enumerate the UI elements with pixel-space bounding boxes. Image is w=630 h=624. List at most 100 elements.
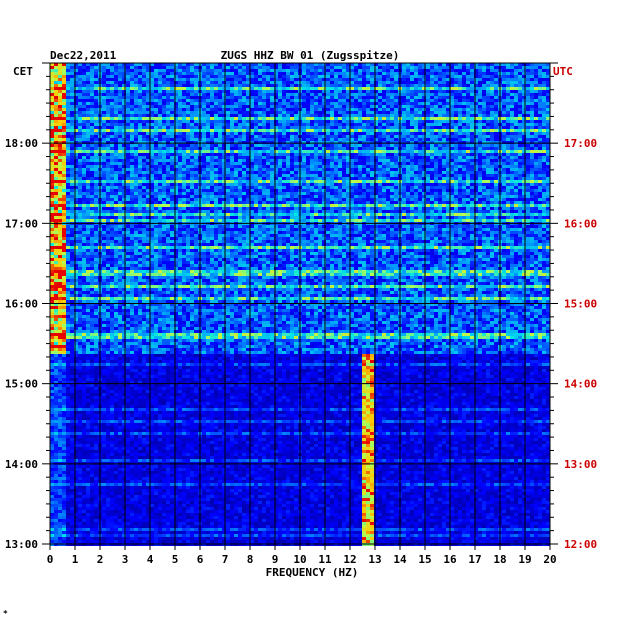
heatmap-cell bbox=[250, 117, 254, 120]
heatmap-cell bbox=[110, 174, 114, 177]
heatmap-cell bbox=[478, 66, 482, 69]
heatmap-cell bbox=[430, 156, 434, 159]
heatmap-cell bbox=[434, 93, 438, 96]
heatmap-cell bbox=[202, 87, 206, 90]
heatmap-cell bbox=[58, 126, 62, 129]
heatmap-cell bbox=[518, 150, 522, 153]
heatmap-cell bbox=[542, 150, 546, 153]
heatmap-cell bbox=[362, 72, 366, 75]
heatmap-cell bbox=[170, 126, 174, 129]
heatmap-cell bbox=[118, 159, 122, 162]
heatmap-cell bbox=[238, 99, 242, 102]
heatmap-cell bbox=[206, 84, 210, 87]
heatmap-cell bbox=[530, 123, 534, 126]
heatmap-cell bbox=[310, 111, 314, 114]
heatmap-cell bbox=[506, 78, 510, 81]
heatmap-cell bbox=[382, 75, 386, 78]
heatmap-cell bbox=[70, 102, 74, 105]
heatmap-cell bbox=[494, 150, 498, 153]
heatmap-cell bbox=[426, 126, 430, 129]
heatmap-cell bbox=[430, 96, 434, 99]
heatmap-cell bbox=[450, 96, 454, 99]
heatmap-cell bbox=[354, 177, 358, 180]
heatmap-cell bbox=[58, 117, 62, 120]
heatmap-cell bbox=[334, 105, 338, 108]
heatmap-cell bbox=[526, 168, 530, 171]
heatmap-cell bbox=[546, 144, 550, 147]
heatmap-cell bbox=[86, 144, 90, 147]
heatmap-cell bbox=[182, 69, 186, 72]
heatmap-cell bbox=[378, 177, 382, 180]
heatmap-cell bbox=[526, 135, 530, 138]
heatmap-cell bbox=[390, 150, 394, 153]
heatmap-cell bbox=[106, 135, 110, 138]
heatmap-cell bbox=[314, 84, 318, 87]
heatmap-cell bbox=[362, 93, 366, 96]
heatmap-cell bbox=[122, 174, 126, 177]
heatmap-cell bbox=[418, 168, 422, 171]
heatmap-cell bbox=[530, 129, 534, 132]
heatmap-cell bbox=[118, 99, 122, 102]
heatmap-cell bbox=[218, 114, 222, 117]
heatmap-cell bbox=[302, 126, 306, 129]
heatmap-cell bbox=[310, 171, 314, 174]
heatmap-cell bbox=[222, 168, 226, 171]
heatmap-cell bbox=[210, 87, 214, 90]
heatmap-cell bbox=[538, 66, 542, 69]
heatmap-cell bbox=[266, 90, 270, 93]
heatmap-cell bbox=[190, 177, 194, 180]
heatmap-cell bbox=[254, 177, 258, 180]
heatmap-cell bbox=[118, 144, 122, 147]
heatmap-cell bbox=[358, 153, 362, 156]
heatmap-cell bbox=[118, 87, 122, 90]
heatmap-cell bbox=[426, 117, 430, 120]
heatmap-cell bbox=[422, 78, 426, 81]
heatmap-cell bbox=[178, 99, 182, 102]
heatmap-cell bbox=[118, 162, 122, 165]
heatmap-cell bbox=[502, 138, 506, 141]
heatmap-cell bbox=[438, 69, 442, 72]
heatmap-cell bbox=[106, 69, 110, 72]
heatmap-cell bbox=[122, 87, 126, 90]
heatmap-cell bbox=[294, 120, 298, 123]
heatmap-cell bbox=[474, 177, 478, 180]
heatmap-cell bbox=[346, 123, 350, 126]
heatmap-cell bbox=[118, 141, 122, 144]
heatmap-cell bbox=[310, 87, 314, 90]
heatmap-cell bbox=[66, 93, 70, 96]
heatmap-cell bbox=[462, 87, 466, 90]
heatmap-cell bbox=[306, 159, 310, 162]
heatmap-cell bbox=[90, 168, 94, 171]
heatmap-cell bbox=[122, 132, 126, 135]
heatmap-cell bbox=[70, 117, 74, 120]
heatmap-cell bbox=[366, 78, 370, 81]
heatmap-cell bbox=[454, 177, 458, 180]
heatmap-cell bbox=[366, 138, 370, 141]
heatmap-cell bbox=[522, 93, 526, 96]
heatmap-cell bbox=[406, 63, 410, 66]
heatmap-cell bbox=[522, 69, 526, 72]
heatmap-cell bbox=[494, 147, 498, 150]
heatmap-cell bbox=[54, 138, 58, 141]
heatmap-cell bbox=[290, 141, 294, 144]
heatmap-cell bbox=[458, 123, 462, 126]
heatmap-cell bbox=[158, 150, 162, 153]
heatmap-cell bbox=[130, 177, 134, 180]
heatmap-cell bbox=[218, 63, 222, 66]
heatmap-cell bbox=[390, 63, 394, 66]
heatmap-cell bbox=[278, 123, 282, 126]
heatmap-cell bbox=[466, 81, 470, 84]
heatmap-cell bbox=[70, 99, 74, 102]
heatmap-cell bbox=[534, 78, 538, 81]
heatmap-cell bbox=[458, 144, 462, 147]
heatmap-cell bbox=[406, 156, 410, 159]
heatmap-cell bbox=[190, 141, 194, 144]
heatmap-cell bbox=[290, 126, 294, 129]
heatmap-cell bbox=[350, 135, 354, 138]
heatmap-cell bbox=[374, 105, 378, 108]
heatmap-cell bbox=[194, 108, 198, 111]
heatmap-cell bbox=[162, 87, 166, 90]
heatmap-cell bbox=[190, 165, 194, 168]
heatmap-cell bbox=[442, 84, 446, 87]
heatmap-cell bbox=[90, 72, 94, 75]
